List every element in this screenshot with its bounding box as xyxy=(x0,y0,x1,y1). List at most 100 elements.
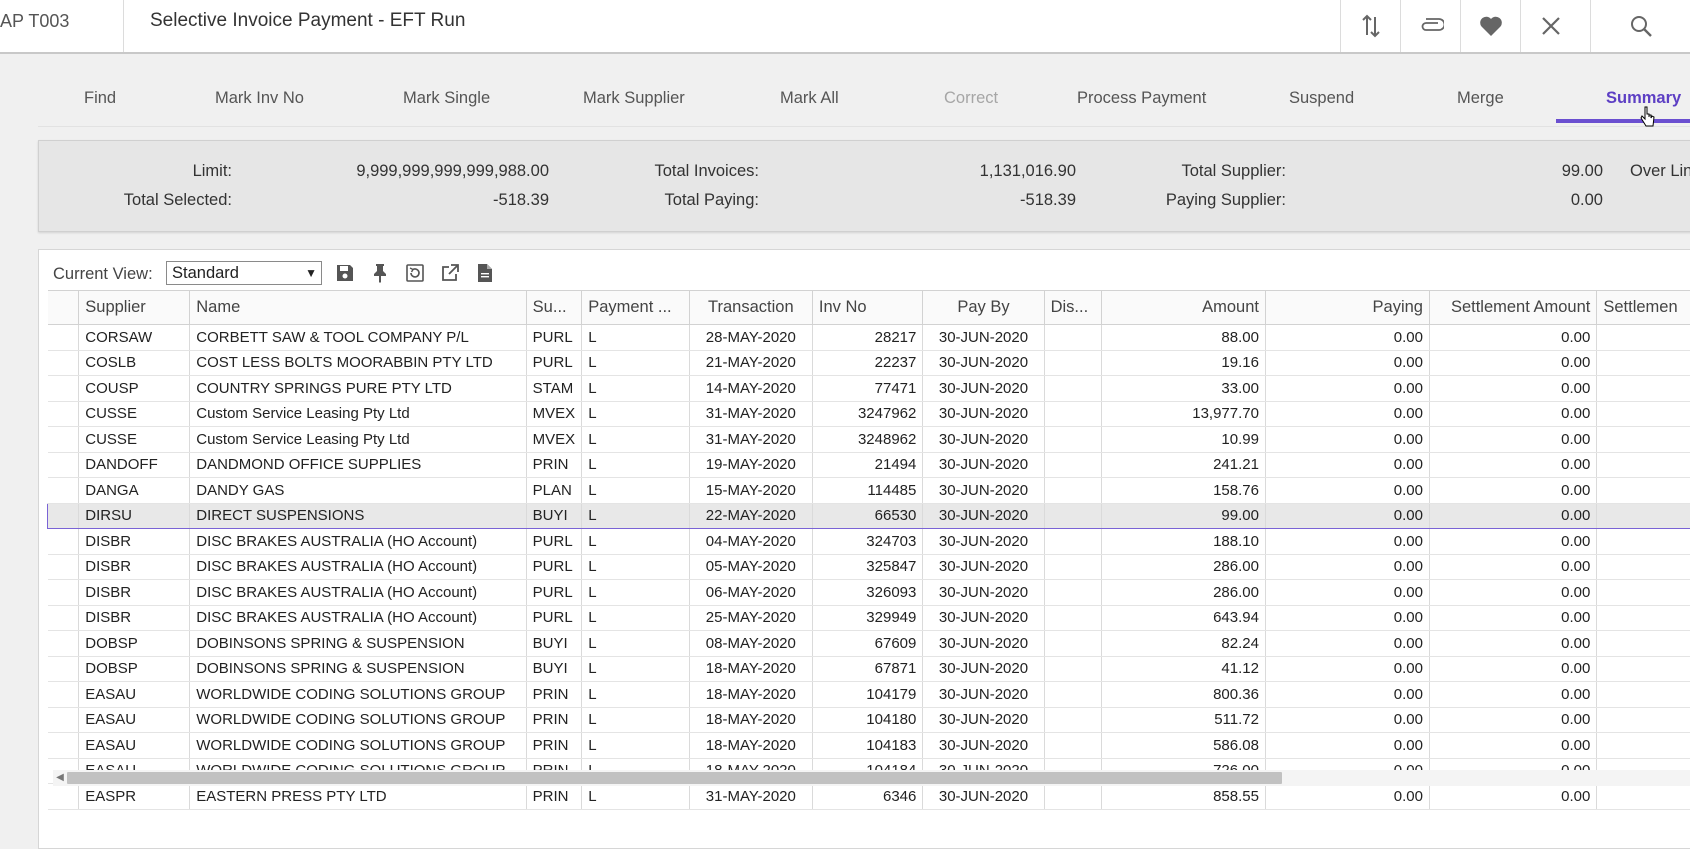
pay-by-cell: 30-JUN-2020 xyxy=(922,707,1045,733)
column-header-payment[interactable]: Payment ... xyxy=(581,290,690,325)
dis-cell xyxy=(1044,401,1103,427)
tab-mark-single[interactable]: Mark Single xyxy=(403,89,491,107)
export-icon[interactable] xyxy=(439,262,461,284)
name-cell: COST LESS BOLTS MOORABBIN PTY LTD xyxy=(189,350,527,376)
table-row[interactable]: DOBSP DOBINSONS SPRING & SUSPENSION BUYI L 0… xyxy=(47,630,1690,657)
tab-process-payment[interactable]: Process Payment xyxy=(1077,89,1207,107)
settlement-amount-cell: 0.00 xyxy=(1429,732,1598,759)
reset-view-icon[interactable] xyxy=(404,262,426,284)
dis-cell xyxy=(1044,681,1103,708)
row-select-cell[interactable] xyxy=(47,375,80,402)
transaction-cell: 31-MAY-2020 xyxy=(689,401,813,427)
table-row[interactable]: COSLB COST LESS BOLTS MOORABBIN PTY LTD PU… xyxy=(47,350,1690,376)
table-row[interactable]: DANGA DANDY GAS PLAN L 15-MAY-2020 114485 30-J… xyxy=(47,477,1690,504)
tab-mark-all[interactable]: Mark All xyxy=(780,89,839,107)
column-header-settlement-amount[interactable]: Settlement Amount xyxy=(1429,290,1598,325)
tab-correct[interactable]: Correct xyxy=(944,89,999,107)
inv-no-cell: 67609 xyxy=(812,630,924,657)
row-select-cell[interactable] xyxy=(47,605,80,631)
column-header-pay-by[interactable]: Pay By xyxy=(922,290,1045,325)
table-row[interactable]: CUSSE Custom Service Leasing Pty Ltd MVEX L… xyxy=(47,401,1690,427)
dis-cell xyxy=(1044,528,1103,555)
transaction-cell: 18-MAY-2020 xyxy=(689,732,813,759)
row-select-cell[interactable] xyxy=(47,707,80,733)
save-icon[interactable] xyxy=(334,262,356,284)
payment-cell: L xyxy=(581,605,690,631)
row-select-cell[interactable] xyxy=(47,656,80,682)
row-select-cell[interactable] xyxy=(47,477,80,504)
settlement-amount-cell: 0.00 xyxy=(1429,452,1598,478)
tab-summary[interactable]: Summary xyxy=(1606,89,1682,107)
table-row[interactable]: DOBSP DOBINSONS SPRING & SUSPENSION BUYI L 1… xyxy=(47,656,1690,682)
row-select-cell[interactable] xyxy=(47,783,80,810)
close-button[interactable] xyxy=(1520,0,1580,52)
paying-cell: 0.00 xyxy=(1265,528,1430,555)
table-row[interactable]: DANDOFF DANDMOND OFFICE SUPPLIES PRIN L 19-M… xyxy=(47,452,1690,478)
paying-supplier-label: Paying Supplier: xyxy=(1165,191,1286,209)
pin-icon[interactable] xyxy=(369,262,391,284)
supplier-cell: COSLB xyxy=(78,350,191,376)
row-select-cell[interactable] xyxy=(47,426,80,453)
sort-icon xyxy=(1360,13,1382,39)
column-header-select[interactable] xyxy=(47,290,80,325)
scrollbar-thumb[interactable] xyxy=(67,772,1282,784)
table-row[interactable]: DIRSU DIRECT SUSPENSIONS BUYI L 22-MAY-2020 6… xyxy=(46,502,1690,529)
table-row[interactable]: COUSP COUNTRY SPRINGS PURE PTY LTD STAM L 14… xyxy=(47,375,1690,402)
table-row[interactable]: CORSAW CORBETT SAW & TOOL COMPANY P/L PURL… xyxy=(47,324,1690,351)
total-invoices-label: Total Invoices: xyxy=(654,162,759,180)
column-header-paying[interactable]: Paying xyxy=(1265,290,1430,325)
table-row[interactable]: DISBR DISC BRAKES AUSTRALIA (HO Account) P… xyxy=(47,605,1690,631)
column-header-settlement[interactable]: Settlemen xyxy=(1596,290,1690,325)
settlement-cell xyxy=(1596,630,1690,657)
current-view-select[interactable]: Standard ▼ xyxy=(166,261,322,285)
favourite-button[interactable] xyxy=(1460,0,1520,52)
column-header-inv-no[interactable]: Inv No xyxy=(812,290,924,325)
pay-by-cell: 30-JUN-2020 xyxy=(922,426,1045,453)
row-select-cell[interactable] xyxy=(47,732,80,759)
horizontal-scrollbar[interactable]: ◀ xyxy=(53,770,1690,786)
heart-icon xyxy=(1479,15,1503,37)
tab-suspend[interactable]: Suspend xyxy=(1289,89,1355,107)
table-row[interactable]: CUSSE Custom Service Leasing Pty Ltd MVEX L… xyxy=(47,426,1690,453)
document-icon[interactable] xyxy=(474,262,496,284)
paying-cell: 0.00 xyxy=(1265,401,1430,427)
row-select-cell[interactable] xyxy=(47,554,80,580)
table-row[interactable]: DISBR DISC BRAKES AUSTRALIA (HO Account) P… xyxy=(47,554,1690,580)
row-select-cell[interactable] xyxy=(47,452,80,478)
row-select-cell[interactable] xyxy=(47,630,80,657)
settlement-cell xyxy=(1596,375,1690,402)
search-button[interactable] xyxy=(1590,0,1690,52)
sort-button[interactable] xyxy=(1340,0,1400,52)
tab-merge[interactable]: Merge xyxy=(1457,89,1504,107)
column-header-su[interactable]: Su... xyxy=(526,290,583,325)
column-header-dis[interactable]: Dis... xyxy=(1044,290,1103,325)
scroll-left-icon[interactable]: ◀ xyxy=(56,772,64,783)
column-header-supplier[interactable]: Supplier xyxy=(78,290,191,325)
column-header-name[interactable]: Name xyxy=(189,290,527,325)
pay-by-cell: 30-JUN-2020 xyxy=(922,350,1045,376)
settlement-cell xyxy=(1596,656,1690,682)
su-cell: PRIN xyxy=(526,732,583,759)
row-select-cell[interactable] xyxy=(46,502,80,529)
total-supplier-label: Total Supplier: xyxy=(1181,162,1286,180)
row-select-cell[interactable] xyxy=(47,350,80,376)
table-row[interactable]: DISBR DISC BRAKES AUSTRALIA (HO Account) P… xyxy=(47,528,1690,555)
row-select-cell[interactable] xyxy=(47,324,80,351)
row-select-cell[interactable] xyxy=(47,401,80,427)
column-header-transaction[interactable]: Transaction xyxy=(689,290,813,325)
table-row[interactable]: EASPR EASTERN PRESS PTY LTD PRIN L 31-MAY-20… xyxy=(47,783,1690,810)
row-select-cell[interactable] xyxy=(47,681,80,708)
column-header-amount[interactable]: Amount xyxy=(1101,290,1266,325)
tab-mark-supplier[interactable]: Mark Supplier xyxy=(583,89,685,107)
supplier-cell: EASAU xyxy=(78,681,191,708)
tab-find[interactable]: Find xyxy=(84,89,117,107)
table-row[interactable]: DISBR DISC BRAKES AUSTRALIA (HO Account) P… xyxy=(47,579,1690,606)
tab-mark-inv-no[interactable]: Mark Inv No xyxy=(215,89,304,107)
pay-by-cell: 30-JUN-2020 xyxy=(922,375,1045,402)
row-select-cell[interactable] xyxy=(47,528,80,555)
row-select-cell[interactable] xyxy=(47,579,80,606)
attachment-button[interactable] xyxy=(1400,0,1460,52)
